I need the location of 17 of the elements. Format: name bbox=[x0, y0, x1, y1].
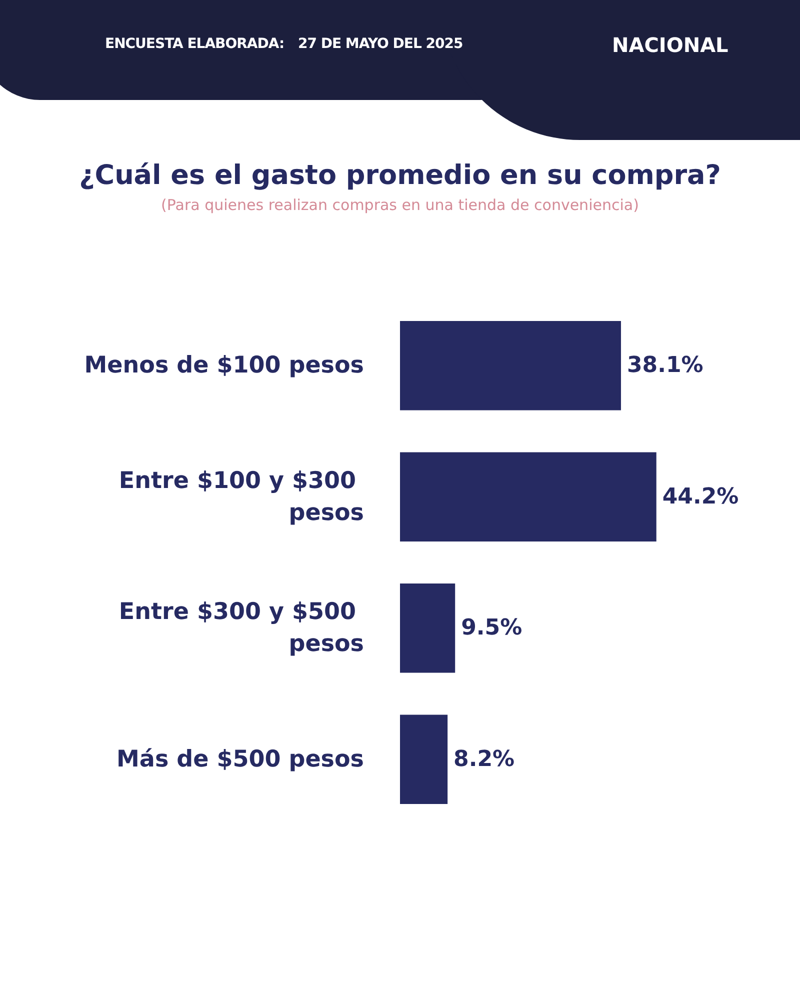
chart-title: ¿Cuál es el gasto promedio en su compra? bbox=[78, 160, 722, 191]
bar bbox=[400, 452, 656, 542]
data-label: 9.5% bbox=[461, 616, 522, 641]
data-label: 8.2% bbox=[454, 746, 515, 772]
text: 27 DE MAYO DEL 2025 bbox=[298, 36, 463, 52]
chart-subtitle: (Para quienes realizan compras en una tienda de conveniencia) bbox=[160, 196, 640, 214]
text: ENCUESTA ELABORADA: bbox=[105, 36, 284, 52]
y-tick-label: Entre $100 y $300 pesos bbox=[118, 468, 364, 526]
text: NACIONAL bbox=[612, 33, 728, 57]
bar bbox=[400, 321, 621, 410]
data-label: 38.1% bbox=[626, 353, 704, 378]
bar bbox=[400, 584, 456, 673]
bar bbox=[400, 714, 448, 804]
y-tick-label: Entre $300 y $500 pesos bbox=[118, 599, 364, 658]
data-label: 44.2% bbox=[662, 484, 739, 510]
y-tick-label: Más de $500 pesos bbox=[116, 746, 364, 772]
y-tick-label: Menos de $100 pesos bbox=[84, 352, 364, 379]
